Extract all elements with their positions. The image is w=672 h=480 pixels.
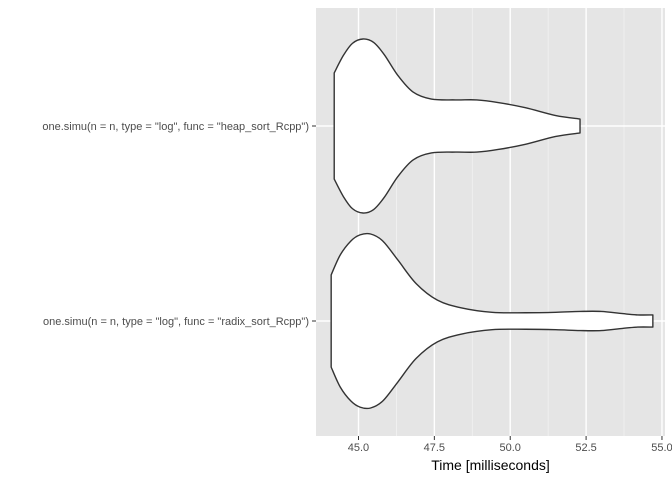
x-tick-label-3: 52.5 [575,442,596,454]
violin-radix-sort [330,232,654,410]
x-tick-label-0: 45.0 [348,442,369,454]
x-axis-title: Time [milliseconds] [431,457,550,473]
y-tick-label-0: one.simu(n = n, type = "log", func = "he… [42,121,309,133]
violins [330,38,654,410]
x-tick-label-1: 47.5 [424,442,445,454]
axes: 45.0 47.5 50.0 52.5 55.0 one.simu(n = n, type… [42,121,672,454]
y-tick-label-1: one.simu(n = n, type = "log", func = "ra… [43,316,309,328]
x-tick-label-2: 50.0 [500,442,521,454]
x-tick-label-4: 55.0 [651,442,672,454]
violin-heap-sort [333,38,581,214]
